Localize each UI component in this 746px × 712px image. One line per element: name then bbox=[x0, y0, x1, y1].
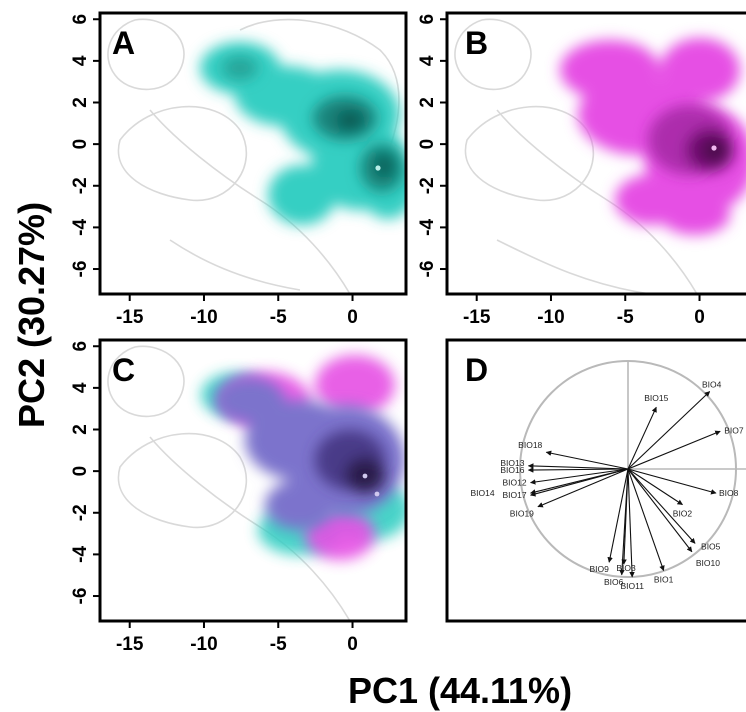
vector-label-bio18: BIO18 bbox=[518, 440, 542, 450]
loading-vector-bio18 bbox=[545, 450, 629, 470]
background-contours-a bbox=[107, 18, 400, 294]
y-tick-label: 6 bbox=[417, 14, 438, 25]
panel-b-letter: B bbox=[465, 25, 488, 61]
vector-label-bio10: BIO10 bbox=[696, 558, 720, 568]
y-axis-title: PC2 (30.27%) bbox=[11, 202, 52, 428]
y-tick-label: -6 bbox=[417, 261, 438, 278]
vector-label-bio3: BIO3 bbox=[616, 563, 636, 573]
loading-vector-bio12 bbox=[530, 468, 629, 485]
y-tick-label: -2 bbox=[70, 504, 91, 521]
y-tick-label: 4 bbox=[70, 55, 91, 66]
panel-d-frame bbox=[445, 338, 746, 623]
y-tick-label: -6 bbox=[70, 261, 91, 278]
loading-vector-bio13 bbox=[527, 463, 629, 470]
y-tick-label: -2 bbox=[417, 177, 438, 194]
panel-d-letter: D bbox=[465, 352, 488, 388]
vector-label-bio15: BIO15 bbox=[644, 393, 668, 403]
vector-label-bio7: BIO7 bbox=[724, 425, 744, 435]
y-tick-label: 6 bbox=[70, 14, 91, 25]
x-tick-label: -15 bbox=[463, 307, 491, 328]
vector-label-bio5: BIO5 bbox=[701, 541, 721, 551]
x-tick-label: -15 bbox=[116, 307, 144, 328]
x-tick-label: -5 bbox=[617, 307, 634, 328]
peak-dot-c1 bbox=[362, 473, 368, 479]
vector-label-bio12: BIO12 bbox=[502, 478, 526, 488]
y-tick-label: -2 bbox=[70, 177, 91, 194]
loading-vector-bio5 bbox=[627, 468, 696, 544]
vector-label-bio13: BIO13 bbox=[500, 458, 524, 468]
panel-b-xticks: -15 -10 -5 0 bbox=[463, 294, 705, 328]
x-tick-label: -5 bbox=[270, 307, 287, 328]
y-tick-label: 2 bbox=[70, 424, 91, 435]
y-tick-label: -4 bbox=[70, 546, 91, 563]
y-tick-label: 6 bbox=[70, 341, 91, 352]
panel-a-yticks: 6 4 2 0 -2 -4 -6 bbox=[70, 14, 100, 278]
loading-vector-bio7 bbox=[627, 430, 721, 470]
vector-label-bio8: BIO8 bbox=[719, 488, 739, 498]
loading-vector-bio15 bbox=[627, 406, 657, 470]
y-tick-label: -4 bbox=[70, 219, 91, 236]
panel-a-xticks: -15 -10 -5 0 bbox=[116, 294, 358, 328]
panel-b-yticks: 6 4 2 0 -2 -4 -6 bbox=[417, 14, 447, 278]
y-tick-label: -6 bbox=[70, 588, 91, 605]
vector-label-bio17: BIO17 bbox=[502, 490, 526, 500]
panel-c-yticks: 6 4 2 0 -2 -4 -6 bbox=[70, 341, 100, 605]
panel-c-xticks: -15 -10 -5 0 bbox=[116, 621, 358, 655]
y-tick-label: 0 bbox=[417, 139, 438, 150]
panel-a: A -15 -10 -5 0 6 4 2 0 -2 -4 -6 bbox=[70, 11, 408, 328]
panel-a-frame bbox=[98, 11, 408, 296]
loading-vectors: BIO15BIO4BIO7BIO8BIO2BIO5BIO10BIO1BIO11B… bbox=[470, 379, 743, 590]
panel-b: B -15 -10 -5 0 6 4 2 0 -2 -4 -6 bbox=[417, 11, 746, 328]
y-tick-label: 0 bbox=[70, 139, 91, 150]
loading-vector-bio8 bbox=[627, 468, 717, 495]
y-tick-label: 2 bbox=[70, 97, 91, 108]
x-axis-title: PC1 (44.11%) bbox=[348, 670, 572, 711]
panel-c: C -15 -10 -5 0 6 4 2 0 -2 -4 -6 bbox=[70, 338, 408, 655]
x-tick-label: -15 bbox=[116, 634, 144, 655]
x-tick-label: -10 bbox=[190, 307, 217, 328]
peak-dot-b bbox=[711, 145, 717, 151]
loading-vector-bio9 bbox=[607, 468, 629, 563]
x-tick-label: 0 bbox=[694, 307, 705, 328]
density-core-a bbox=[222, 56, 404, 192]
x-tick-label: -10 bbox=[190, 634, 217, 655]
vector-label-bio11: BIO11 bbox=[620, 581, 644, 591]
y-tick-label: -4 bbox=[417, 219, 438, 236]
vector-label-bio9: BIO9 bbox=[589, 564, 609, 574]
background-contours-b bbox=[454, 18, 698, 294]
vector-label-bio16: BIO16 bbox=[500, 465, 524, 475]
loading-vector-bio11 bbox=[627, 468, 635, 578]
y-tick-label: 4 bbox=[70, 382, 91, 393]
loading-vector-bio10 bbox=[627, 468, 693, 553]
panel-a-letter: A bbox=[112, 25, 135, 61]
loading-vector-bio16 bbox=[527, 467, 629, 473]
panel-b-frame bbox=[445, 11, 746, 296]
panel-c-letter: C bbox=[112, 352, 135, 388]
loading-vector-bio17 bbox=[530, 468, 629, 497]
density-core-b bbox=[648, 105, 734, 175]
vector-label-bio1: BIO1 bbox=[654, 575, 674, 585]
peak-dot-a bbox=[375, 165, 381, 171]
x-tick-label: -10 bbox=[537, 307, 564, 328]
vector-label-bio6: BIO6 bbox=[604, 577, 624, 587]
loading-vector-bio6 bbox=[619, 468, 629, 576]
vector-label-bio14: BIO14 bbox=[470, 488, 494, 498]
x-tick-label: 0 bbox=[347, 634, 358, 655]
vector-label-bio19: BIO19 bbox=[510, 509, 534, 519]
x-tick-label: -5 bbox=[270, 634, 287, 655]
vector-label-bio2: BIO2 bbox=[673, 509, 693, 519]
peak-dot-c2 bbox=[374, 491, 380, 497]
loading-vector-bio1 bbox=[627, 468, 665, 572]
y-tick-label: 4 bbox=[417, 55, 438, 66]
y-tick-label: 0 bbox=[70, 466, 91, 477]
x-tick-label: 0 bbox=[347, 307, 358, 328]
panel-c-frame bbox=[98, 338, 408, 623]
vector-label-bio4: BIO4 bbox=[702, 379, 722, 389]
loading-vector-bio4 bbox=[627, 391, 711, 470]
panel-d: BIO15BIO4BIO7BIO8BIO2BIO5BIO10BIO1BIO11B… bbox=[445, 338, 746, 623]
y-tick-label: 2 bbox=[417, 97, 438, 108]
loading-vector-bio19 bbox=[537, 468, 629, 508]
loading-vector-bio2 bbox=[627, 468, 683, 506]
